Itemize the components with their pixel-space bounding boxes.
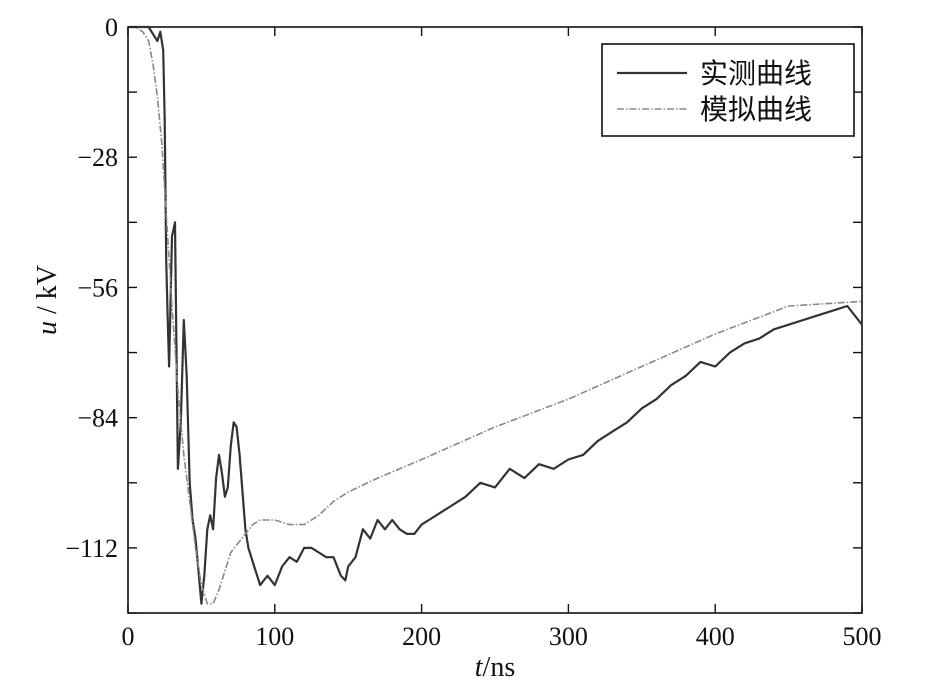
x-tick-label: 200 [402, 622, 441, 651]
legend-label-simulated: 模拟曲线 [700, 93, 812, 126]
x-tick-label: 400 [696, 622, 735, 651]
x-axis-label-unit: /ns [483, 652, 516, 683]
legend-box [601, 43, 855, 137]
y-tick-label: −112 [65, 534, 118, 563]
y-axis-label-unit: / kV [32, 265, 63, 321]
series-line-measured [128, 25, 863, 605]
x-axis-label: t/ns [475, 652, 515, 683]
y-axis-label-var: u [32, 321, 63, 335]
y-tick-label: 0 [105, 13, 118, 42]
series-layer [128, 25, 863, 605]
y-axis-label: u / kV [32, 265, 63, 335]
series-line-simulated [128, 26, 863, 605]
plot-frame [127, 26, 863, 614]
x-tick-label: 100 [255, 622, 294, 651]
x-tick-label: 300 [549, 622, 588, 651]
y-tick-label: −56 [77, 273, 118, 302]
y-tick-label: −28 [77, 143, 118, 172]
legend-label-measured: 实测曲线 [700, 57, 812, 90]
x-axis-label-var: t [475, 652, 484, 683]
legend: 实测曲线 模拟曲线 [601, 43, 855, 137]
x-tick-label: 500 [843, 622, 882, 651]
x-tick-label: 0 [122, 622, 135, 651]
tick-layer: 0 100 200 300 400 500 0 −28 −56 −84 −112 [65, 13, 881, 651]
y-tick-label: −84 [77, 404, 118, 433]
